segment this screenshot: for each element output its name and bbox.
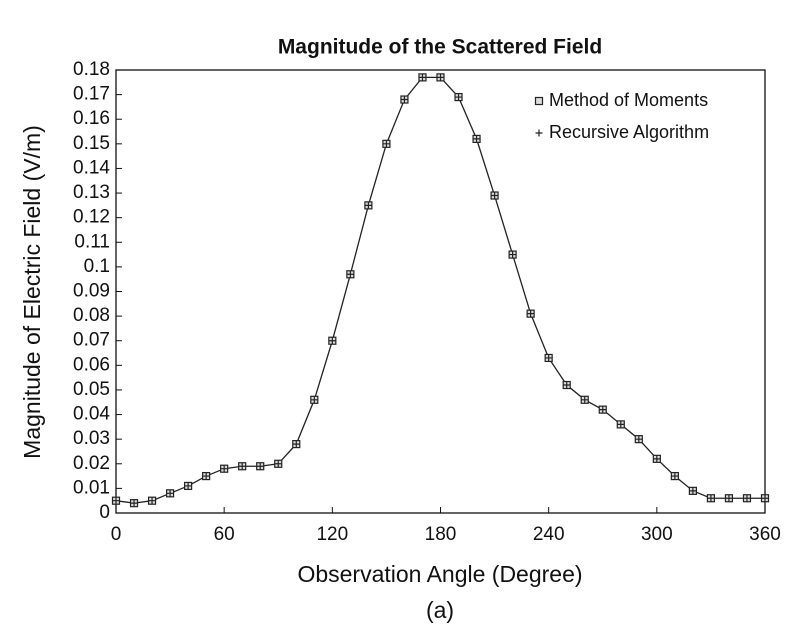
marker-plus	[761, 494, 769, 502]
marker-plus	[400, 96, 408, 104]
marker-plus	[437, 73, 444, 81]
y-tick-label: 0.15	[73, 133, 110, 154]
marker-plus	[418, 73, 426, 81]
marker-plus	[112, 497, 120, 505]
y-tick-label: 0.13	[73, 182, 110, 203]
y-axis-label: Magnitude of Electric Field (V/m)	[19, 125, 45, 459]
marker-plus	[328, 337, 336, 345]
marker-plus	[653, 455, 661, 463]
legend-marker	[535, 129, 543, 137]
marker-plus	[617, 420, 625, 428]
caption: (a)	[426, 597, 454, 623]
marker-plus	[346, 270, 354, 278]
y-tick-label: 0.04	[73, 404, 110, 425]
y-tick-label: 0.03	[73, 428, 110, 449]
x-tick-label: 300	[641, 524, 673, 545]
marker-plus	[635, 435, 643, 443]
y-tick-label: 0.11	[74, 231, 110, 252]
marker-plus	[274, 460, 282, 468]
marker-plus	[725, 494, 733, 502]
y-tick-label: 0.09	[73, 281, 110, 302]
marker-plus	[364, 201, 372, 209]
x-axis-label: Observation Angle (Degree)	[297, 561, 582, 587]
y-tick-label: 0.06	[73, 354, 110, 375]
y-tick-label: 0.08	[73, 305, 110, 326]
marker-plus	[220, 465, 228, 473]
marker-plus	[256, 462, 264, 470]
y-tick-label: 0	[99, 502, 110, 523]
marker-plus	[310, 396, 318, 404]
y-tick-label: 0.01	[73, 477, 110, 498]
y-tick-label: 0.17	[73, 84, 110, 105]
y-tick-label: 0.05	[73, 379, 110, 400]
marker-plus	[455, 93, 463, 101]
marker-plus	[599, 406, 607, 414]
x-tick-label: 180	[425, 524, 457, 545]
marker-plus	[707, 494, 715, 502]
marker-plus	[563, 381, 571, 389]
marker-plus	[671, 472, 679, 480]
chart-title: Magnitude of the Scattered Field	[278, 36, 602, 59]
marker-plus	[238, 462, 246, 470]
marker-plus	[292, 440, 300, 448]
x-tick-label: 120	[316, 524, 348, 545]
marker-plus	[148, 497, 156, 505]
legend-marker	[534, 96, 544, 106]
y-tick-label: 0.12	[73, 207, 110, 228]
x-tick-label: 60	[214, 524, 235, 545]
marker-plus	[473, 135, 481, 143]
y-tick-label: 0.07	[73, 330, 110, 351]
marker-plus	[545, 354, 553, 362]
marker-plus	[689, 487, 697, 495]
y-tick-label: 0.18	[73, 59, 110, 80]
marker-plus	[184, 482, 192, 490]
y-tick-label: 0.16	[73, 108, 110, 129]
y-tick-label: 0.14	[73, 157, 110, 178]
marker-plus	[491, 192, 499, 200]
x-tick-label: 0	[111, 524, 122, 545]
marker-plus	[527, 310, 535, 318]
marker-plus	[382, 140, 390, 148]
marker-plus	[130, 499, 138, 507]
marker-plus	[509, 251, 517, 259]
marker-plus	[202, 472, 210, 480]
legend-label: Recursive Algorithm	[549, 122, 709, 142]
y-tick-label: 0.02	[73, 453, 110, 474]
marker-plus	[581, 396, 589, 404]
y-tick-label: 0.1	[84, 256, 110, 277]
legend-label: Method of Moments	[549, 90, 708, 110]
x-tick-label: 240	[533, 524, 565, 545]
x-tick-label: 360	[749, 524, 781, 545]
marker-plus	[166, 489, 174, 497]
marker-plus	[743, 494, 751, 502]
